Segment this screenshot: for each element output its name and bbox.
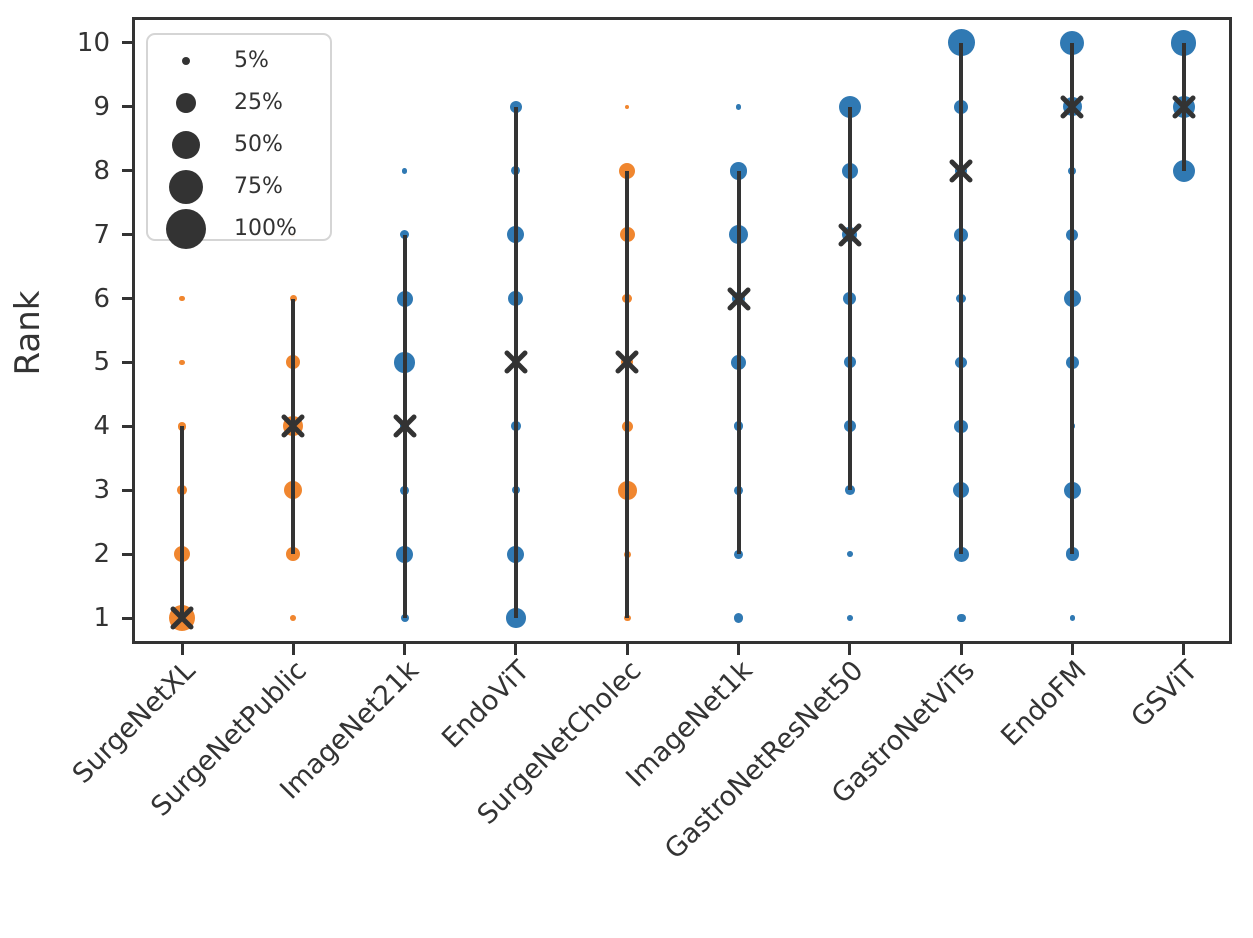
y-tick — [122, 360, 132, 364]
rank-range-line — [1070, 42, 1075, 555]
rank-dot — [625, 104, 630, 109]
y-tick — [122, 169, 132, 173]
y-tick — [122, 105, 132, 109]
legend-size-dot — [168, 169, 204, 205]
rank-dot — [1065, 547, 1080, 561]
y-tick-label: 2 — [93, 539, 110, 570]
legend-item: 100% — [148, 208, 330, 250]
y-tick-label: 6 — [93, 283, 110, 314]
y-tick-label: 5 — [93, 347, 110, 378]
rank-dot — [953, 546, 969, 562]
y-tick — [122, 616, 132, 620]
legend-size-dot — [176, 93, 196, 113]
x-axis-label: GastroNetResNet50 — [659, 655, 870, 866]
legend-size-dot — [171, 130, 201, 160]
legend-item-label: 25% — [234, 90, 283, 115]
x-tick — [737, 644, 740, 655]
y-tick-label: 9 — [93, 91, 110, 122]
x-tick — [1070, 644, 1074, 655]
rank-dot — [844, 485, 855, 496]
y-tick-label: 4 — [93, 411, 110, 442]
x-tick — [848, 644, 852, 655]
median-x-marker — [837, 222, 863, 248]
rank-range-line — [180, 426, 184, 618]
rank-dot — [623, 614, 631, 622]
median-x-marker — [948, 158, 974, 184]
y-tick — [122, 233, 132, 237]
legend-item-label: 50% — [234, 132, 283, 157]
rank-dot — [1069, 615, 1076, 621]
median-x-marker — [169, 605, 195, 631]
y-tick — [122, 297, 132, 300]
rank-dot — [846, 615, 853, 621]
rank-range-line — [625, 170, 630, 618]
rank-dot — [401, 167, 408, 174]
x-axis-label: EndoFM — [994, 655, 1093, 753]
rank-dot — [400, 614, 409, 622]
rank-dot — [734, 549, 743, 559]
size-legend: 5% 25% 50% 75% 100% — [146, 33, 332, 249]
y-tick — [122, 552, 132, 556]
rank-dot — [179, 359, 185, 366]
rank-dot — [846, 551, 853, 557]
y-tick-label: 3 — [93, 475, 110, 506]
rank-dot — [399, 229, 410, 240]
x-tick — [514, 644, 518, 655]
y-axis-title: Rank — [8, 290, 48, 376]
y-tick-label: 7 — [93, 219, 110, 250]
legend-item: 75% — [148, 166, 330, 208]
legend-size-dot — [181, 56, 191, 66]
x-tick — [959, 644, 963, 655]
legend-item-label: 5% — [234, 48, 269, 73]
x-tick — [180, 644, 184, 655]
rank-dot — [956, 613, 966, 623]
legend-item: 25% — [148, 82, 330, 124]
median-x-marker — [392, 413, 418, 439]
x-tick — [1182, 644, 1186, 655]
plot-area — [132, 17, 1232, 644]
median-x-marker — [280, 413, 306, 439]
median-x-marker — [726, 286, 752, 312]
y-tick-label: 8 — [93, 155, 110, 186]
median-x-marker — [614, 349, 640, 375]
legend-item: 50% — [148, 124, 330, 166]
rank-dot — [1172, 159, 1195, 182]
rank-range-line — [959, 42, 964, 555]
x-tick — [403, 644, 407, 655]
x-axis-label: EndoViT — [436, 655, 536, 755]
rank-dot — [735, 103, 742, 110]
rank-dot — [290, 615, 297, 621]
rank-dot — [506, 608, 526, 628]
x-axis-label: GSViT — [1125, 655, 1204, 734]
legend-item-label: 100% — [234, 216, 297, 241]
rank-dot — [733, 613, 744, 623]
rank-dot — [289, 295, 297, 302]
y-tick-label: 1 — [93, 603, 110, 633]
y-tick — [122, 424, 132, 428]
rank-dot — [179, 295, 185, 302]
median-x-marker — [1171, 94, 1197, 120]
y-tick-label: 10 — [76, 27, 110, 58]
rank-dot — [177, 421, 187, 431]
y-tick — [122, 488, 132, 492]
x-tick — [625, 644, 629, 655]
median-x-marker — [1059, 94, 1085, 120]
median-x-marker — [503, 349, 529, 375]
legend-size-dot — [166, 209, 206, 249]
y-tick — [122, 41, 132, 45]
rank-range-line — [847, 106, 852, 491]
rank-range-line — [736, 170, 741, 555]
x-tick — [291, 644, 295, 655]
legend-item-label: 75% — [234, 174, 283, 199]
legend-item: 5% — [148, 40, 330, 82]
